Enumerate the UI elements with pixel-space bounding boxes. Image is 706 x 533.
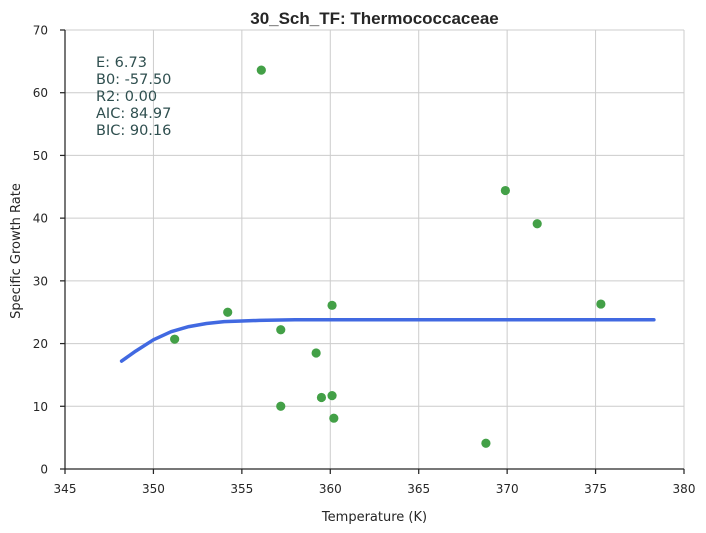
data-point (170, 334, 180, 344)
stat-aic: AIC: 84.97 (96, 106, 171, 122)
grid (65, 29, 685, 469)
x-tick-label: 370 (496, 482, 519, 496)
data-point (316, 392, 327, 403)
y-tick-label: 60 (33, 86, 48, 100)
y-tick-label: 50 (33, 149, 48, 163)
y-tick-label: 30 (33, 274, 48, 288)
x-tick-label: 350 (142, 482, 165, 496)
y-axis-label: Specific Growth Rate (9, 183, 24, 319)
chart-title: 30_Sch_TF: Thermococcaceae (250, 9, 499, 28)
data-point (223, 307, 233, 317)
data-points (170, 65, 606, 448)
data-point (327, 391, 337, 401)
y-tick-label: 10 (33, 400, 48, 414)
data-point (481, 438, 491, 448)
y-tick-label: 40 (33, 212, 48, 226)
data-point (329, 413, 339, 423)
data-point (276, 325, 286, 335)
fit-curve-group (119, 317, 656, 363)
y-tick-label: 70 (33, 24, 48, 38)
axes (64, 30, 684, 470)
y-tick-label: 20 (33, 337, 48, 351)
fit-statistics: E: 6.73 B0: -57.50 R2: 0.00 AIC: 84.97 B… (96, 55, 171, 139)
y-ticks: 0 10 20 30 40 50 60 70 (33, 24, 65, 477)
x-ticks: 345 350 355 360 365 370 375 380 (54, 469, 696, 496)
data-point (311, 348, 321, 358)
x-tick-label: 355 (230, 482, 253, 496)
data-point (276, 401, 286, 411)
data-point (532, 219, 542, 229)
data-point (596, 299, 606, 309)
x-tick-label: 365 (407, 482, 430, 496)
stat-bic: BIC: 90.16 (96, 123, 171, 139)
stat-e: E: 6.73 (96, 55, 147, 71)
x-axis-label: Temperature (K) (321, 510, 427, 525)
stat-b0: B0: -57.50 (96, 72, 171, 88)
data-point (500, 185, 510, 196)
x-tick-label: 380 (673, 482, 696, 496)
stat-r2: R2: 0.00 (96, 89, 157, 105)
data-point (327, 300, 337, 310)
y-tick-label: 0 (40, 463, 48, 477)
x-tick-label: 375 (584, 482, 607, 496)
data-point (256, 65, 266, 75)
x-tick-label: 345 (54, 482, 77, 496)
fit-curve (119, 317, 656, 363)
x-tick-label: 360 (319, 482, 342, 496)
